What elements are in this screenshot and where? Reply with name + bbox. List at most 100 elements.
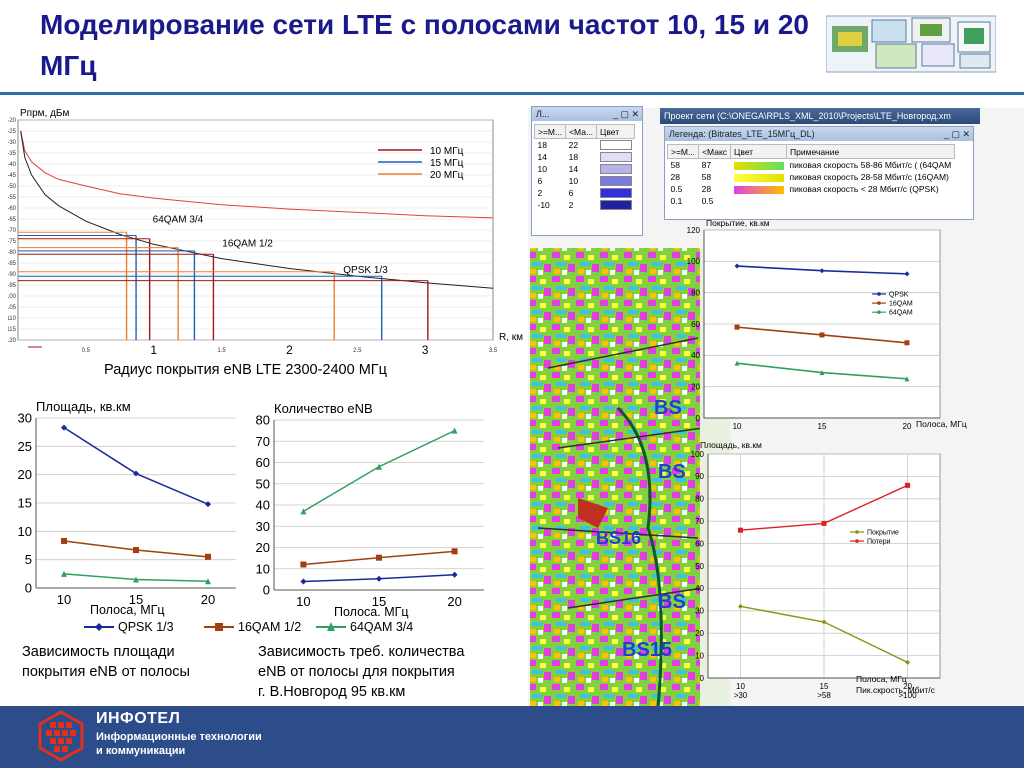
x-tick-label: 15: [818, 422, 827, 431]
y-tick-label: -85: [8, 261, 17, 267]
modulation-label: 16QAM 1/2: [222, 239, 273, 250]
data-point: [737, 603, 743, 609]
legend-color: [597, 139, 635, 152]
enb-count-chart: 0 10 20 30 40 50 60 70 80 10 15 20 Количество eNB Пол…: [256, 401, 484, 619]
software-thumbnail-icon: [826, 15, 996, 73]
modulation-label: 64QAM 3/4: [153, 214, 204, 225]
data-point: [133, 576, 139, 583]
footer-bar: [0, 706, 1024, 768]
company-name: ИНФОТЕЛ: [96, 710, 181, 727]
legend-row: 0.1 0.5: [668, 195, 955, 207]
data-point: [451, 427, 458, 434]
y-tick-label: -50: [8, 184, 17, 190]
project-window-titlebar[interactable]: Проект сети (C:\ONEGA\RPLS_XML_2010\Proj…: [660, 108, 980, 124]
x-tick-label: 0.5: [82, 348, 91, 354]
x-tick-label: 1.5: [217, 348, 226, 354]
legend-max: 10: [568, 176, 579, 186]
y-tick-label: 100: [687, 257, 701, 266]
radius-chart: -20 -25 -30 -35 -40 -45 -50 -55 -60 -65 -70 -75 -80 -…: [8, 108, 523, 354]
legend-color: [597, 187, 635, 199]
y-tick-label: -75: [8, 239, 17, 245]
legend-window-bitrates-titlebar[interactable]: Легенда: (Bitrates_LTE_15МГц_DL) _ ▢ ✕: [665, 127, 973, 141]
color-swatch: [599, 152, 632, 163]
data-point: [61, 424, 67, 431]
y-tick-label: 10: [18, 524, 32, 539]
title-divider: [0, 92, 1024, 95]
map-label: BS: [658, 461, 686, 483]
data-point: [451, 548, 458, 555]
legend-max: 22: [568, 140, 579, 150]
window-controls-icon[interactable]: _ ▢ ✕: [612, 109, 639, 119]
y-tick-label: -115: [8, 327, 17, 333]
y-tick-label: 60: [695, 539, 704, 548]
legend-label: Покрытие: [867, 529, 899, 536]
data-point: [904, 271, 910, 277]
legend-header: <Ма...: [565, 124, 598, 139]
y-tick-label: 0: [25, 581, 32, 596]
chart-title: Площадь, кв.км: [36, 399, 131, 414]
legend-row: 18 22: [535, 139, 635, 152]
y-tick-label: -65: [8, 217, 17, 223]
x-tick-label-secondary: >30: [734, 691, 748, 700]
y-tick-label: 60: [691, 320, 700, 329]
y-tick-label: 30: [256, 519, 270, 534]
data-point: [61, 537, 67, 544]
y-tick-label: 5: [25, 552, 32, 567]
x-tick-label: 10: [736, 682, 745, 691]
legend-min: 14: [537, 152, 547, 162]
company-tagline: Информационные технологии и коммуникации: [96, 730, 316, 758]
y-tick-label: -45: [8, 173, 17, 179]
legend-note: пиковая скорость 58-86 Мбит/с ( (64QAM: [789, 160, 952, 170]
y-tick-label: 15: [18, 496, 32, 511]
y-tick-label: 60: [256, 455, 270, 470]
signal-curve: [20, 130, 494, 219]
legend-color: [731, 183, 787, 195]
area-caption-line: покрытия eNB от полосы: [22, 664, 190, 680]
legend-min: 0.5: [670, 184, 683, 194]
legend-header: Примечание: [786, 144, 955, 159]
legend-min: 6: [537, 176, 543, 186]
legend-min: 2: [537, 188, 543, 198]
y-tick-label: 100: [691, 450, 705, 459]
map-label: BS16: [596, 528, 641, 548]
color-swatch: [599, 176, 632, 187]
legend-bitrates-table: >=М... <Макс Цвет Примечание 58 87 пиковая…: [666, 144, 955, 207]
legend-color: [597, 175, 635, 187]
data-point: [905, 659, 911, 665]
data-point: [734, 324, 740, 330]
legend-min: 10: [537, 164, 547, 174]
legend-window-small[interactable]: Л... _ ▢ ✕ >=М... <Ма... Цвет 18 22 14 18 10…: [531, 106, 643, 236]
y-axis-label: Рпрм, дБм: [20, 108, 69, 119]
area-caption: Зависимость площади покрытия eNB от поло…: [22, 642, 252, 682]
legend-window-small-titlebar[interactable]: Л... _ ▢ ✕: [532, 107, 642, 121]
coverage-area-chart: 0 20 40 60 80 100 120 10 15 20 Покрытие, кв.км Поло…: [687, 220, 967, 431]
color-swatch: [599, 140, 632, 151]
legend-max: 6: [568, 188, 574, 198]
legend-label: 10 МГц: [430, 146, 464, 157]
legend-window-bitrates-title: Легенда: (Bitrates_LTE_15МГц_DL): [669, 129, 815, 139]
x-tick-label: 3.5: [489, 348, 498, 354]
x-tick-label: 15: [820, 682, 829, 691]
infotel-logo: [38, 710, 84, 762]
coverage-losses-chart: 0 10 20 30 40 50 60 70 80 90 100 10 15 20 >30 >58 >100 Пл…: [691, 440, 941, 700]
data-point: [819, 268, 825, 274]
legend-header: Цвет: [730, 144, 788, 159]
y-tick-label: 40: [256, 498, 270, 513]
project-window[interactable]: Проект сети (C:\ONEGA\RPLS_XML_2010\Proj…: [660, 108, 980, 124]
data-point: [821, 619, 827, 625]
x-axis-label: Полоса, МГц: [916, 419, 967, 429]
map-label: BS15: [622, 639, 672, 661]
legend-window-bitrates[interactable]: Легенда: (Bitrates_LTE_15МГц_DL) _ ▢ ✕ >…: [664, 126, 974, 220]
window-controls-icon[interactable]: _ ▢ ✕: [943, 129, 970, 139]
legend-header: >=М...: [666, 144, 700, 159]
y-tick-label: -70: [8, 228, 17, 234]
color-swatch: [733, 161, 784, 170]
x-axis-label: Полоса. МГц: [334, 605, 409, 619]
legend-label: QPSK: [889, 291, 909, 298]
y-tick-label: 50: [695, 562, 704, 571]
data-point: [300, 508, 307, 515]
y-tick-label: 0: [263, 583, 270, 598]
chart-title: Покрытие, кв.км: [706, 220, 770, 228]
y-tick-label: -25: [8, 129, 17, 135]
y-tick-label: 80: [256, 413, 270, 428]
